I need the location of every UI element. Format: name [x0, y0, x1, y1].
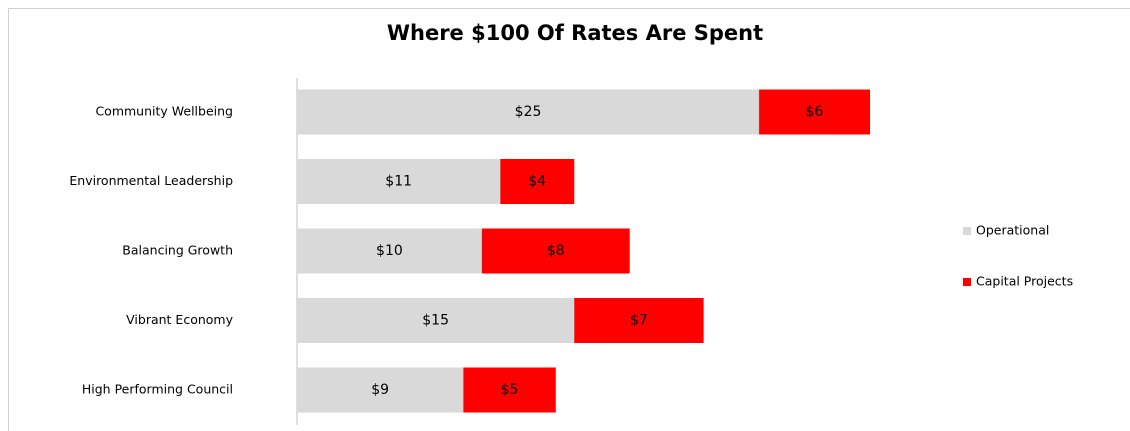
bar-segment	[500, 159, 575, 204]
data-label: $8	[547, 243, 565, 259]
bar-segment	[297, 89, 760, 135]
data-label: $9	[371, 382, 389, 398]
bar-segment	[297, 228, 482, 274]
y-tick-label: Community Wellbeing	[95, 104, 233, 119]
bar-segment	[481, 228, 630, 274]
y-tick-label: Vibrant Economy	[126, 312, 233, 327]
bar-segment	[297, 298, 575, 343]
data-label: $11	[385, 174, 412, 190]
legend-swatch	[963, 278, 971, 286]
bar-segment	[759, 89, 870, 135]
data-label: $6	[806, 104, 824, 120]
chart-frame	[8, 8, 1130, 431]
legend-label: Operational	[976, 223, 1049, 238]
bar-segment	[463, 367, 556, 413]
data-label: $5	[501, 382, 519, 398]
legend-swatch	[963, 227, 971, 235]
data-label: $15	[422, 313, 449, 329]
bar-segment	[297, 367, 464, 413]
y-tick-label: Balancing Growth	[122, 243, 233, 258]
y-tick-label: Environmental Leadership	[69, 173, 233, 188]
chart-title: Where $100 Of Rates Are Spent	[387, 21, 763, 45]
data-label: $7	[630, 313, 648, 329]
data-label: $4	[528, 174, 546, 190]
y-tick-label: High Performing Council	[82, 382, 233, 397]
bar-segment	[297, 159, 501, 204]
bar-segment	[574, 298, 704, 343]
data-label: $25	[515, 104, 542, 120]
legend-label: Capital Projects	[976, 274, 1073, 289]
data-label: $10	[376, 243, 403, 259]
